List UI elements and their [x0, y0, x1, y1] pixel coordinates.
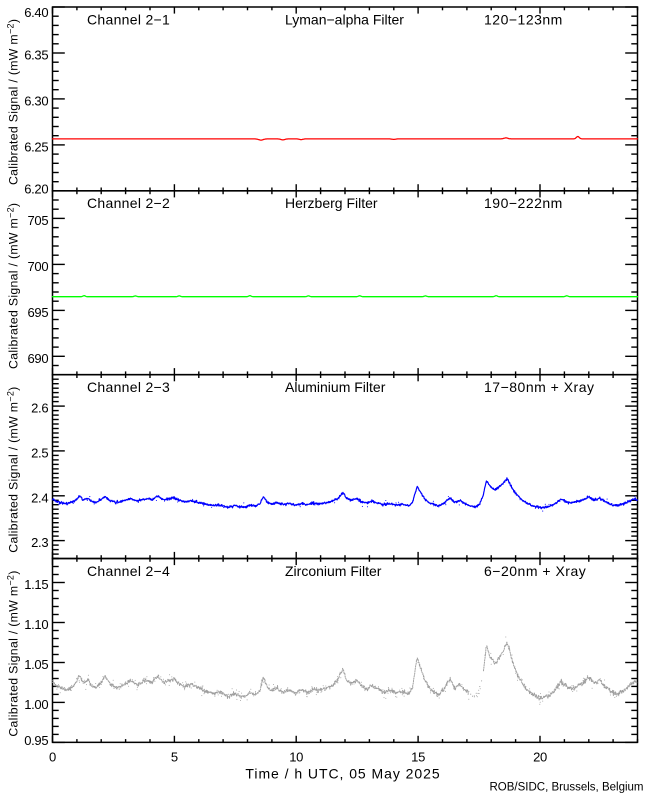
svg-text:Aluminium Filter: Aluminium Filter — [285, 379, 386, 395]
svg-text:1.05: 1.05 — [24, 657, 48, 672]
svg-text:0: 0 — [49, 750, 56, 765]
svg-text:695: 695 — [28, 305, 49, 320]
svg-text:2.4: 2.4 — [31, 490, 48, 505]
svg-text:15: 15 — [411, 750, 425, 765]
svg-text:2.3: 2.3 — [31, 535, 48, 550]
svg-text:Calibrated Signal / (mW m−2): Calibrated Signal / (mW m−2) — [6, 203, 21, 369]
svg-text:Channel 2−3: Channel 2−3 — [87, 379, 170, 395]
svg-text:Channel 2−2: Channel 2−2 — [87, 195, 170, 211]
svg-text:5: 5 — [171, 750, 178, 765]
svg-text:700: 700 — [28, 259, 49, 274]
svg-text:1.00: 1.00 — [24, 697, 48, 712]
svg-text:Channel 2−4: Channel 2−4 — [87, 563, 170, 579]
svg-text:17−80nm + Xray: 17−80nm + Xray — [484, 379, 595, 395]
svg-text:1.15: 1.15 — [24, 577, 48, 592]
svg-text:705: 705 — [28, 213, 49, 228]
svg-text:Herzberg Filter: Herzberg Filter — [285, 195, 378, 211]
svg-text:Time / h UTC, 05 May 2025: Time / h UTC, 05 May 2025 — [245, 766, 440, 782]
svg-text:6.30: 6.30 — [24, 93, 48, 108]
svg-text:Lyman−alpha Filter: Lyman−alpha Filter — [285, 11, 404, 27]
svg-text:190−222nm: 190−222nm — [484, 195, 563, 211]
svg-text:690: 690 — [28, 351, 49, 366]
svg-text:Calibrated Signal / (mW m−2): Calibrated Signal / (mW m−2) — [6, 570, 21, 736]
svg-text:10: 10 — [289, 750, 303, 765]
svg-text:1.10: 1.10 — [24, 617, 48, 632]
svg-text:Calibrated Signal / (mW m−2): Calibrated Signal / (mW m−2) — [6, 19, 21, 185]
svg-text:20: 20 — [533, 750, 547, 765]
svg-text:120−123nm: 120−123nm — [484, 11, 563, 27]
svg-text:6.35: 6.35 — [24, 48, 48, 63]
svg-text:6−20nm + Xray: 6−20nm + Xray — [484, 563, 586, 579]
svg-text:Calibrated Signal / (mW m−2): Calibrated Signal / (mW m−2) — [6, 386, 21, 552]
svg-text:6.40: 6.40 — [24, 5, 48, 20]
svg-text:Channel 2−1: Channel 2−1 — [87, 11, 170, 27]
svg-text:Zirconium Filter: Zirconium Filter — [285, 563, 382, 579]
svg-text:2.5: 2.5 — [31, 445, 48, 460]
svg-text:6.20: 6.20 — [24, 182, 48, 197]
svg-text:6.25: 6.25 — [24, 139, 48, 154]
svg-text:ROB/SIDC, Brussels, Belgium: ROB/SIDC, Brussels, Belgium — [489, 782, 643, 794]
svg-text:2.6: 2.6 — [31, 401, 48, 416]
svg-text:0.95: 0.95 — [24, 733, 48, 748]
